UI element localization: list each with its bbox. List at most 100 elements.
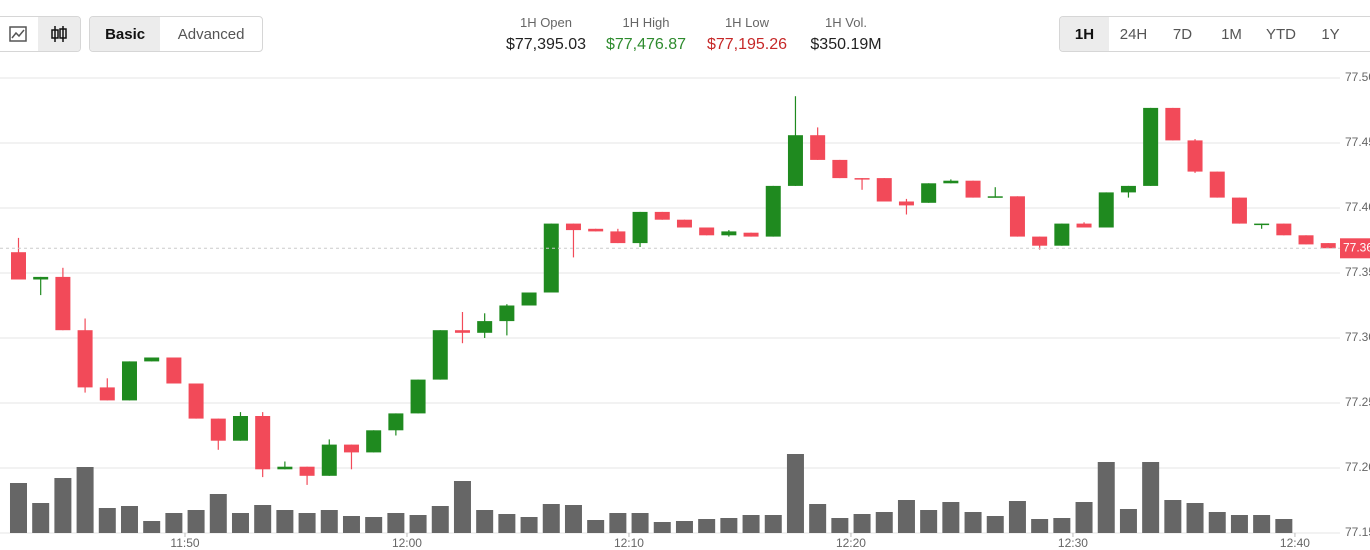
stat: 1H Open $77,395.03 — [491, 15, 601, 54]
volume-bar — [942, 502, 960, 533]
volume-bar — [431, 506, 449, 533]
stat-value: $77,476.87 — [605, 36, 687, 53]
volume-bar — [1075, 502, 1093, 533]
candle-body — [832, 159, 848, 179]
volume-bar — [1097, 462, 1115, 533]
candle-body — [410, 379, 426, 414]
volume-bar — [720, 518, 738, 533]
range-button[interactable]: 1M — [1221, 25, 1242, 43]
candle-body — [876, 178, 892, 202]
volume-bar — [964, 512, 982, 533]
volume-bar — [1253, 515, 1271, 533]
range-button[interactable]: 7D — [1172, 25, 1193, 43]
candle-body — [343, 444, 359, 453]
candle-body — [1276, 223, 1292, 236]
candle-body — [188, 383, 204, 419]
volume-bar — [1230, 515, 1248, 533]
volume-bar — [986, 516, 1004, 533]
stat-label: 1H High — [622, 15, 670, 30]
candle-body — [277, 466, 293, 470]
volume-bar — [542, 504, 560, 533]
range-button[interactable]: 1Y — [1321, 25, 1340, 43]
candle-chart-button[interactable] — [38, 17, 80, 51]
volume-bar — [1208, 512, 1226, 533]
candle-body — [676, 219, 692, 228]
candle-body — [787, 135, 803, 186]
candle-body — [721, 231, 737, 236]
candle-body — [1032, 236, 1048, 246]
volume-bar — [54, 478, 72, 533]
candle-body — [388, 413, 404, 431]
candle-body — [898, 201, 914, 206]
candle-body — [854, 178, 870, 180]
stat: 1H Low $77,195.26 — [692, 15, 802, 54]
volume-bar — [298, 513, 316, 533]
range-button[interactable]: 24H — [1119, 25, 1148, 43]
candle-body — [1054, 223, 1070, 246]
mode-button[interactable]: Advanced — [177, 25, 245, 43]
x-tick-label: 12:30 — [1058, 536, 1088, 550]
stat-label: 1H Vol. — [825, 15, 867, 30]
volume-bar — [387, 513, 405, 533]
y-tick-label: 77.45 — [1345, 135, 1370, 149]
x-tick-label: 11:50 — [170, 536, 199, 550]
candle-body — [632, 211, 648, 244]
volume-bar — [675, 521, 693, 533]
volume-bar — [1031, 519, 1049, 533]
volume-bar — [764, 515, 782, 533]
volume-bar — [276, 510, 294, 533]
volume-bar — [231, 513, 249, 533]
volume-bar — [98, 508, 116, 533]
y-tick-label: 77.40 — [1345, 200, 1370, 214]
candle-body — [477, 321, 493, 333]
volume-bar — [609, 513, 627, 533]
candle-body — [987, 196, 1003, 198]
candle-body — [144, 357, 160, 362]
volume-bar — [120, 506, 138, 533]
stat-label: 1H Low — [724, 15, 770, 30]
volume-bar — [1164, 500, 1182, 533]
volume-bar — [320, 510, 338, 533]
stat-value: $77,195.26 — [706, 36, 788, 53]
y-tick-label: 77.25 — [1345, 395, 1370, 409]
last-price-label: 77.369 — [1343, 240, 1370, 254]
candle-body — [565, 223, 581, 231]
volume-bar — [1008, 501, 1026, 533]
volume-bar — [1275, 519, 1293, 533]
candle-body — [1165, 107, 1181, 141]
volume-bar — [453, 481, 471, 533]
volume-bar — [587, 520, 605, 533]
mode-button[interactable]: Basic — [90, 17, 161, 51]
stat-value: $77,395.03 — [505, 36, 587, 53]
range-button[interactable]: 1H — [1060, 17, 1109, 51]
line-chart-button[interactable] — [0, 17, 38, 51]
volume-bar — [698, 519, 716, 533]
candle-body — [10, 252, 26, 280]
candle-body — [965, 180, 981, 198]
candle-body — [1143, 107, 1159, 186]
volume-bar — [342, 516, 360, 533]
volume-bar — [897, 500, 915, 533]
x-tick-label: 12:10 — [614, 536, 644, 550]
volume-bar — [476, 510, 494, 533]
range-button[interactable]: YTD — [1266, 25, 1296, 43]
candle-body — [1231, 197, 1247, 224]
candle-body — [33, 276, 49, 280]
volume-bar — [209, 494, 227, 533]
volume-bar — [920, 510, 938, 533]
stat-label: 1H Open — [519, 15, 573, 30]
candle-body — [1120, 185, 1136, 193]
volume-bar — [143, 521, 161, 533]
candle-body — [699, 227, 715, 236]
candle-body — [743, 232, 759, 237]
volume-bar — [564, 505, 582, 533]
volume-bar — [165, 513, 183, 533]
volume-bar — [831, 518, 849, 533]
line-icon — [8, 26, 27, 42]
candle-body — [654, 211, 670, 220]
stat-value: $350.19M — [810, 36, 882, 53]
candle-body — [1187, 140, 1203, 172]
y-tick-label: 77.15 — [1345, 525, 1370, 539]
